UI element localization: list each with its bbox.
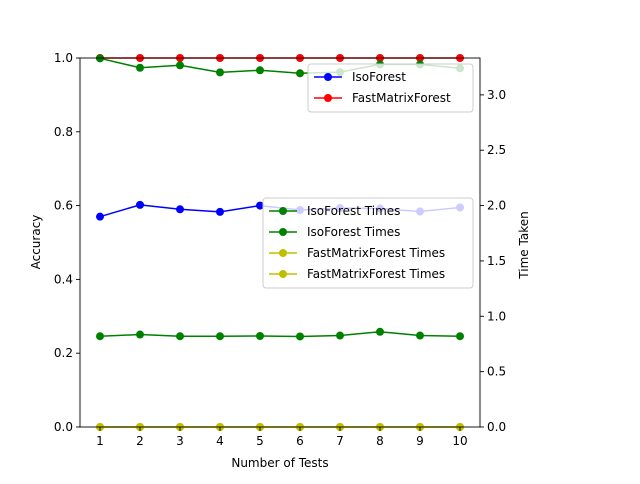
y-tick-label-right: 3.0	[487, 88, 506, 102]
x-tick-label: 7	[336, 434, 344, 448]
y-axis-label-left: Accuracy	[29, 215, 43, 270]
legend-right-box	[262, 197, 474, 289]
right-series-1-point	[256, 331, 264, 340]
x-tick-label: 1	[96, 434, 104, 448]
y-tick-label-left: 1.0	[54, 51, 73, 65]
right-series-0-point	[176, 61, 184, 70]
right-series-1-point	[336, 331, 344, 340]
right-series-1-point	[96, 332, 104, 341]
y-tick-label-left: 0.2	[54, 346, 73, 360]
legend-right-entry-label: FastMatrixForest Times	[307, 267, 445, 281]
legend-left-box	[307, 63, 474, 113]
left-series-0-point	[216, 207, 224, 216]
y-tick-label-right: 1.5	[487, 254, 506, 268]
legend-right-swatch-marker	[279, 270, 287, 278]
y-tick-label-left: 0.8	[54, 125, 73, 139]
legend-right-swatch-marker	[279, 249, 287, 257]
right-series-0-point	[136, 63, 144, 72]
left-series-0-point	[176, 205, 184, 214]
legend-left-entry-label: FastMatrixForest	[352, 91, 451, 105]
right-series-0-point	[296, 69, 304, 78]
legend-right-entry-label: IsoForest Times	[307, 225, 400, 239]
x-tick-label: 6	[296, 434, 304, 448]
x-tick-label: 8	[376, 434, 384, 448]
right-series-0-point	[216, 68, 224, 77]
right-series-1-point	[456, 332, 464, 341]
right-series-1-point	[376, 327, 384, 336]
right-series-1-point	[416, 331, 424, 340]
right-series-1-point	[216, 332, 224, 341]
y-tick-label-left: 0.0	[54, 420, 73, 434]
right-series-1-line	[99, 331, 461, 338]
legend-right-swatch-marker	[279, 228, 287, 236]
x-tick-label: 10	[452, 434, 467, 448]
legend-left-swatch-marker	[324, 73, 332, 81]
axes-layer: 1 2 3 4 5 6 7 8 9 10 0.0 0.2 0.4 0.6 0.8 1.0 0.0 0.5 1.0 1.…	[54, 51, 506, 448]
x-axis-label: Number of Tests	[231, 456, 328, 470]
right-series-0-point	[256, 66, 264, 75]
x-tick-label: 5	[256, 434, 264, 448]
legend-right-entry-label: FastMatrixForest Times	[307, 246, 445, 260]
x-tick-label: 2	[136, 434, 144, 448]
legend-left-swatch-marker	[324, 94, 332, 102]
plot-frame	[79, 57, 481, 428]
y-tick-label-left: 0.6	[54, 199, 73, 213]
y-tick-label-right: 0.0	[487, 420, 506, 434]
x-tick-label: 3	[176, 434, 184, 448]
y-tick-label-right: 1.0	[487, 309, 506, 323]
y-tick-label-right: 2.5	[487, 143, 506, 157]
right-series-1-point	[296, 332, 304, 341]
y-tick-label-right: 0.5	[487, 365, 506, 379]
right-series-1-point	[176, 332, 184, 341]
legend-right-entry-label: IsoForest Times	[307, 204, 400, 218]
legend-right-swatch-marker	[279, 207, 287, 215]
left-series-0-point	[136, 200, 144, 209]
y-axis-label-right: Time Taken	[517, 211, 531, 279]
right-series-1-point	[136, 330, 144, 339]
x-tick-label: 9	[416, 434, 424, 448]
x-tick-label: 4	[216, 434, 224, 448]
left-series-0-point	[96, 212, 104, 221]
legend-left-entry-label: IsoForest	[352, 70, 406, 84]
y-tick-label-left: 0.4	[54, 272, 73, 286]
legend-layer: IsoForest FastMatrixForest IsoForest Times…	[262, 63, 474, 289]
left-series-0-point	[256, 201, 264, 210]
y-tick-label-right: 2.0	[487, 199, 506, 213]
